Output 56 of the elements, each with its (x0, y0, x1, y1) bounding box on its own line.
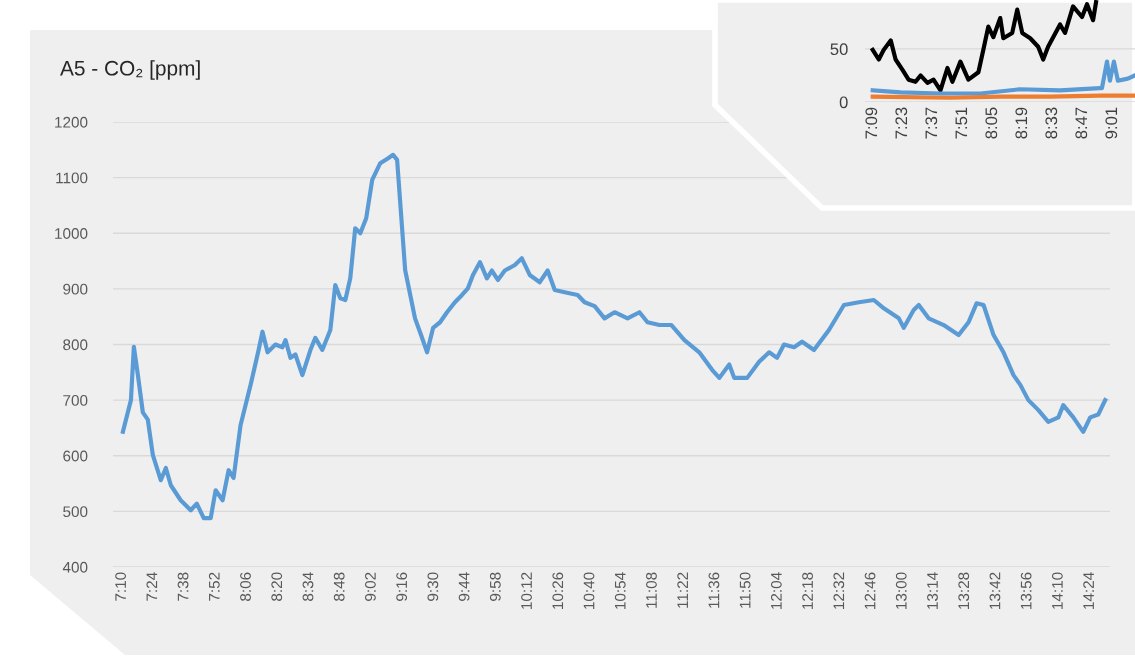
x-tick-label: 8:48 (333, 572, 345, 601)
x-tick-label: 9:01 (1105, 107, 1118, 139)
x-tick-label: 8:33 (1045, 107, 1058, 139)
x-tick-label: 11:22 (677, 572, 688, 608)
line-series (870, 0, 1099, 93)
x-tick-label: 8:47 (1075, 107, 1088, 139)
x-tick-label: 14:10 (1051, 572, 1063, 609)
x-tick-label: 7:38 (177, 572, 189, 601)
x-tick-label: 8:19 (1015, 107, 1028, 139)
x-tick-label: 7:52 (208, 572, 220, 601)
x-tick-label: 13:00 (895, 572, 907, 609)
x-tick-label: 9:02 (365, 572, 376, 601)
y-tick-label: 400 (62, 561, 88, 573)
y-tick-label: 1200 (55, 116, 88, 128)
line-series (120, 152, 1108, 521)
x-tick-label: 12:18 (802, 572, 813, 609)
x-tick-label: 10:12 (521, 572, 532, 609)
x-tick-label: 7:24 (146, 572, 158, 601)
x-tick-label: 13:28 (958, 572, 970, 609)
y-tick-label: 800 (63, 339, 88, 351)
x-tick-label: 10:54 (614, 572, 626, 609)
y-tick-label: 700 (63, 394, 88, 406)
x-tick-label: 7:09 (865, 107, 878, 139)
x-tick-label: 12:46 (864, 572, 876, 609)
x-tick-label: 14:24 (1083, 572, 1094, 609)
y-tick-label: 50 (830, 43, 848, 56)
x-tick-label: 7:51 (955, 107, 968, 139)
x-tick-label: 9:16 (396, 572, 408, 601)
x-tick-label: 13:42 (989, 572, 1001, 609)
y-tick-label: 600 (63, 450, 88, 462)
x-tick-label: 12:32 (833, 572, 845, 609)
x-tick-label: 12:04 (770, 572, 782, 609)
x-tick-label: 9:44 (458, 572, 470, 601)
x-tick-label: 7:37 (925, 107, 938, 139)
line-series (870, 59, 1135, 96)
x-tick-label: 13:56 (1020, 572, 1032, 609)
x-tick-label: 7:23 (895, 107, 908, 139)
x-tick-label: 10:40 (583, 572, 595, 609)
y-tick-label: 900 (63, 283, 88, 295)
y-tick-label: 0 (839, 96, 848, 109)
y-tick-label: 1000 (55, 228, 88, 239)
chart-title: A5 - CO₂ [ppm] (60, 60, 200, 80)
y-tick-label: 500 (63, 506, 88, 518)
x-tick-label: 9:58 (489, 572, 501, 601)
x-tick-label: 8:05 (985, 107, 998, 139)
x-tick-label: 7:10 (115, 572, 127, 601)
x-tick-label: 10:26 (552, 572, 564, 609)
x-tick-label: 9:30 (427, 572, 439, 601)
x-tick-label: 11:36 (708, 572, 720, 608)
x-tick-label: 8:06 (240, 572, 251, 601)
x-tick-label: 8:34 (302, 572, 314, 601)
x-tick-label: 8:20 (271, 572, 283, 601)
x-tick-label: 11:08 (646, 572, 657, 608)
x-tick-label: 13:14 (927, 572, 938, 609)
y-tick-label: 1100 (56, 172, 88, 184)
x-tick-label: 11:50 (739, 572, 751, 608)
